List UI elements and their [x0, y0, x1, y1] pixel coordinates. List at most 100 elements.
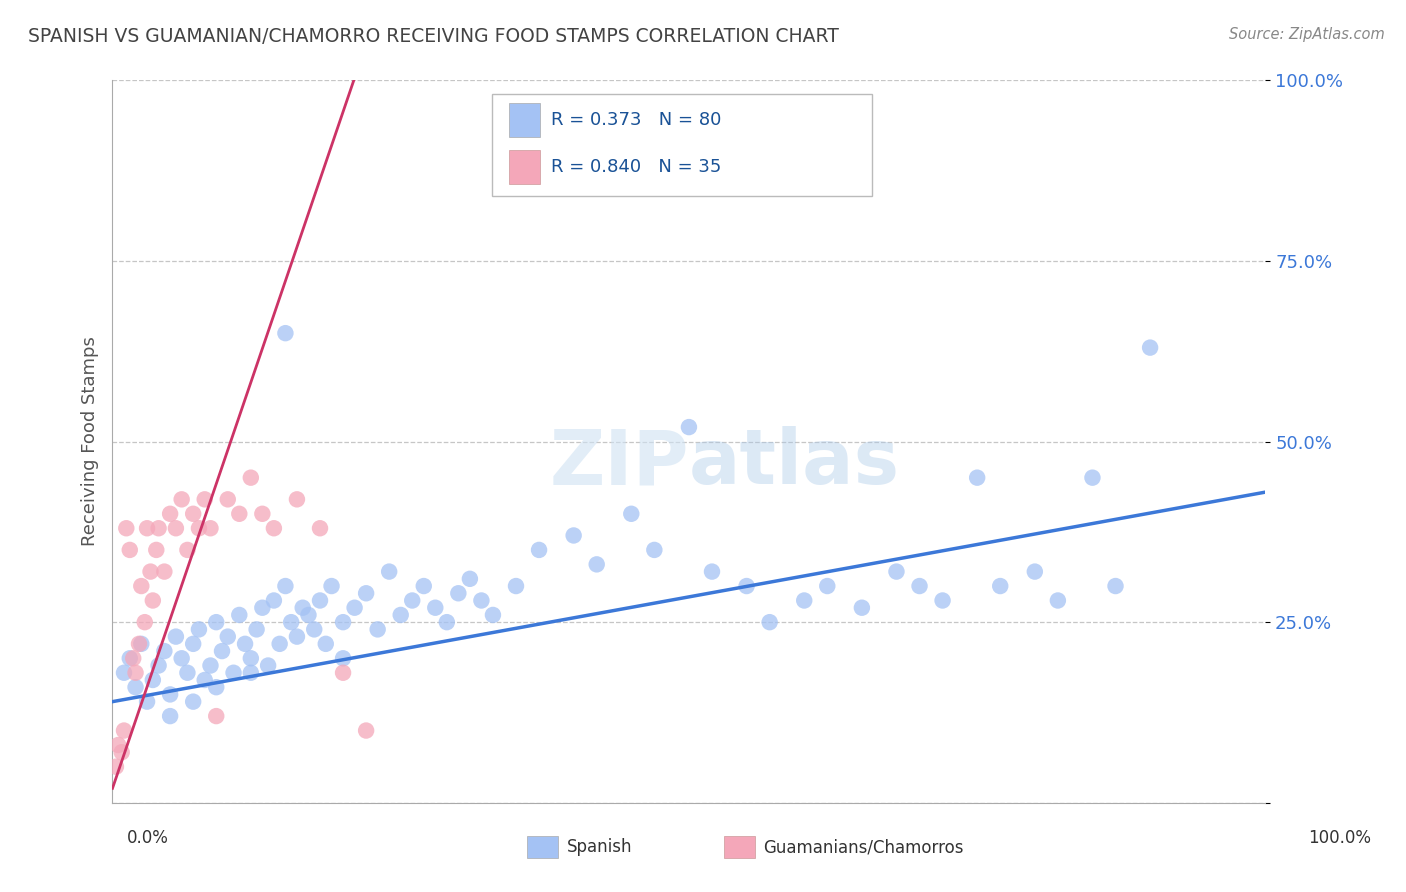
Point [246, 623, 269, 637]
Point [263, 593, 285, 607]
Point [1139, 341, 1161, 355]
Point [145, 542, 167, 557]
Point [274, 326, 297, 341]
Point [269, 637, 291, 651]
Point [176, 665, 198, 680]
Text: Source: ZipAtlas.com: Source: ZipAtlas.com [1229, 27, 1385, 42]
Point [233, 637, 256, 651]
Point [815, 579, 838, 593]
Point [527, 542, 550, 557]
Point [1081, 471, 1104, 485]
Point [118, 651, 141, 665]
Point [139, 565, 162, 579]
Point [321, 579, 343, 593]
Point [412, 579, 434, 593]
Text: R = 0.373   N = 80: R = 0.373 N = 80 [551, 111, 721, 128]
Text: Spanish: Spanish [567, 838, 633, 856]
Point [128, 637, 150, 651]
Point [343, 600, 366, 615]
Point [159, 709, 181, 723]
Point [142, 593, 165, 607]
Point [115, 521, 138, 535]
Point [332, 651, 354, 665]
Point [124, 665, 146, 680]
Point [222, 665, 245, 680]
Point [159, 687, 181, 701]
Point [124, 680, 146, 694]
Point [332, 665, 354, 680]
Point [205, 680, 228, 694]
Point [470, 593, 492, 607]
Point [252, 507, 274, 521]
Point [153, 644, 176, 658]
Point [378, 565, 401, 579]
Point [148, 521, 170, 535]
Point [122, 651, 145, 665]
Point [304, 623, 326, 637]
Point [217, 630, 239, 644]
Point [205, 709, 228, 723]
Point [153, 565, 176, 579]
Point [280, 615, 302, 630]
Point [643, 542, 665, 557]
Point [425, 600, 447, 615]
Point [354, 586, 377, 600]
Point [194, 492, 217, 507]
Point [239, 471, 262, 485]
Point [678, 420, 700, 434]
Point [332, 615, 354, 630]
Point [176, 542, 198, 557]
Point [309, 593, 332, 607]
Text: ZIP: ZIP [550, 426, 689, 500]
Point [389, 607, 412, 622]
Point [111, 745, 134, 759]
Point [142, 673, 165, 687]
Text: SPANISH VS GUAMANIAN/CHAMORRO RECEIVING FOOD STAMPS CORRELATION CHART: SPANISH VS GUAMANIAN/CHAMORRO RECEIVING … [28, 27, 839, 45]
Point [851, 600, 873, 615]
Point [228, 607, 250, 622]
Point [239, 665, 262, 680]
Point [165, 521, 187, 535]
Point [217, 492, 239, 507]
Point [200, 658, 222, 673]
Point [228, 507, 250, 521]
Point [112, 723, 135, 738]
Point [1046, 593, 1069, 607]
Point [297, 607, 319, 622]
Point [239, 651, 262, 665]
Point [159, 507, 181, 521]
Point [136, 695, 159, 709]
Point [1104, 579, 1126, 593]
Point [104, 760, 127, 774]
Point [148, 658, 170, 673]
Point [257, 658, 280, 673]
Point [367, 623, 389, 637]
Point [447, 586, 470, 600]
Point [274, 579, 297, 593]
Point [1024, 565, 1046, 579]
Point [620, 507, 643, 521]
Point [562, 528, 585, 542]
Point [112, 665, 135, 680]
Text: atlas: atlas [689, 426, 900, 500]
Point [988, 579, 1011, 593]
Point [285, 492, 308, 507]
Point [315, 637, 337, 651]
Y-axis label: Receiving Food Stamps: Receiving Food Stamps [80, 336, 98, 547]
Point [401, 593, 423, 607]
Point [188, 521, 211, 535]
Point [291, 600, 314, 615]
Point [205, 615, 228, 630]
Point [309, 521, 332, 535]
Point [134, 615, 156, 630]
Point [585, 558, 607, 572]
Point [700, 565, 723, 579]
Point [886, 565, 908, 579]
Point [129, 579, 153, 593]
Text: 0.0%: 0.0% [127, 829, 169, 847]
Point [181, 637, 204, 651]
Point [170, 651, 193, 665]
Text: R = 0.840   N = 35: R = 0.840 N = 35 [551, 158, 721, 176]
Point [285, 630, 308, 644]
Point [793, 593, 815, 607]
